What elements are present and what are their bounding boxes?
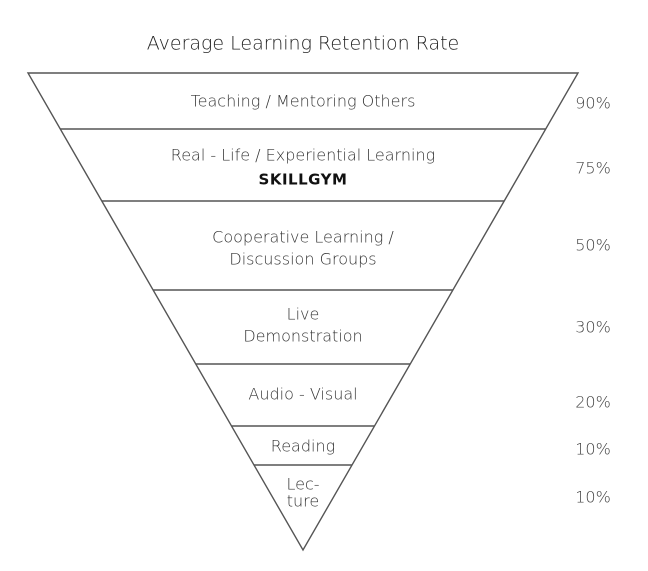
level-label: Live (287, 305, 320, 324)
level-label: ture (287, 492, 319, 511)
retention-rate: 50% (575, 236, 611, 255)
level-label: Cooperative Learning / (212, 228, 394, 247)
level-label: Reading (271, 437, 335, 456)
badge: SKILLGYM (259, 171, 348, 189)
level-label: Lec- (286, 475, 319, 494)
pyramid-outline (26, 72, 580, 552)
retention-rate: 30% (575, 318, 611, 337)
labels: Average Learning Retention Rate Teaching … (147, 33, 611, 511)
retention-rate: 10% (575, 440, 611, 459)
title: Average Learning Retention Rate (147, 33, 460, 55)
level-label: Real - Life / Experiential Learning (171, 146, 435, 165)
level-label: Teaching / Mentoring Others (191, 92, 416, 111)
level-label: Audio - Visual (248, 385, 357, 404)
retention-rate: 20% (575, 393, 611, 412)
retention-rate: 10% (575, 488, 611, 507)
retention-rate: 75% (575, 159, 611, 178)
level-label: Discussion Groups (229, 250, 376, 269)
retention-rate: 90% (575, 94, 611, 113)
level-label: Demonstration (243, 327, 362, 346)
